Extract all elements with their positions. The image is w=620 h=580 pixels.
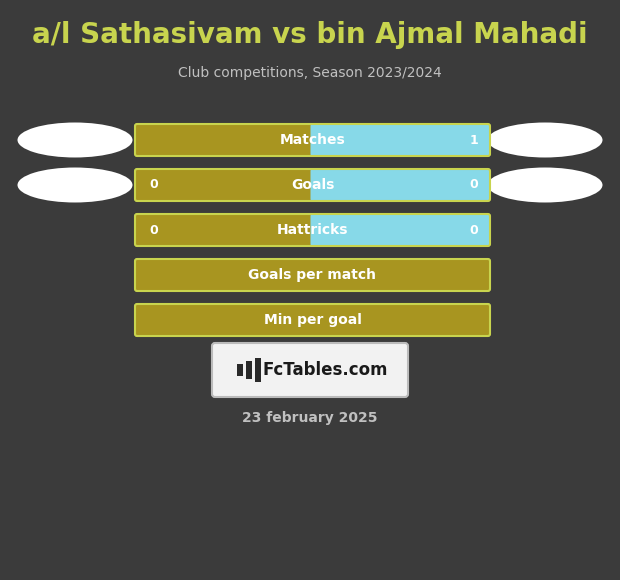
FancyBboxPatch shape bbox=[311, 169, 490, 201]
Text: Goals: Goals bbox=[291, 178, 334, 192]
FancyBboxPatch shape bbox=[135, 304, 490, 336]
Ellipse shape bbox=[17, 168, 133, 202]
Text: Matches: Matches bbox=[280, 133, 345, 147]
FancyBboxPatch shape bbox=[311, 214, 490, 246]
Ellipse shape bbox=[487, 122, 603, 158]
Text: Goals per match: Goals per match bbox=[249, 268, 376, 282]
Text: Min per goal: Min per goal bbox=[264, 313, 361, 327]
Text: 23 february 2025: 23 february 2025 bbox=[242, 411, 378, 425]
Ellipse shape bbox=[17, 122, 133, 158]
FancyBboxPatch shape bbox=[255, 358, 261, 382]
Text: 0: 0 bbox=[469, 179, 478, 191]
Text: 0: 0 bbox=[469, 223, 478, 237]
Text: 0: 0 bbox=[149, 179, 157, 191]
FancyBboxPatch shape bbox=[135, 259, 490, 291]
FancyBboxPatch shape bbox=[135, 124, 314, 156]
Text: FcTables.com: FcTables.com bbox=[262, 361, 388, 379]
Text: Hattricks: Hattricks bbox=[277, 223, 348, 237]
Text: Club competitions, Season 2023/2024: Club competitions, Season 2023/2024 bbox=[178, 66, 442, 80]
FancyBboxPatch shape bbox=[212, 343, 408, 397]
Text: a/l Sathasivam vs bin Ajmal Mahadi: a/l Sathasivam vs bin Ajmal Mahadi bbox=[32, 21, 588, 49]
FancyBboxPatch shape bbox=[135, 169, 314, 201]
FancyBboxPatch shape bbox=[135, 214, 314, 246]
FancyBboxPatch shape bbox=[246, 361, 252, 379]
FancyBboxPatch shape bbox=[237, 364, 243, 376]
Ellipse shape bbox=[487, 168, 603, 202]
FancyBboxPatch shape bbox=[311, 124, 490, 156]
Text: 1: 1 bbox=[469, 133, 478, 147]
Text: 0: 0 bbox=[149, 223, 157, 237]
